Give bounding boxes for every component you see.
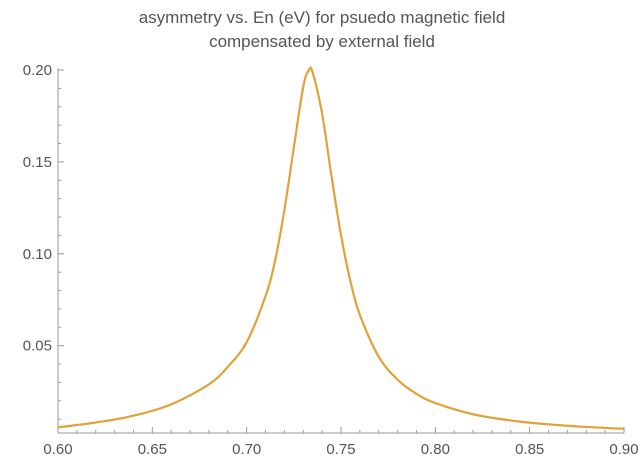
x-tick-label: 0.90 (609, 441, 638, 458)
x-tick-label: 0.60 (43, 441, 72, 458)
x-tick-label: 0.75 (326, 441, 355, 458)
y-tick-label: 0.05 (23, 338, 52, 355)
y-tick-label: 0.15 (23, 154, 52, 171)
x-tick-label: 0.85 (515, 441, 544, 458)
y-tick-label: 0.10 (23, 246, 52, 263)
y-tick-label: 0.20 (23, 62, 52, 79)
x-tick-label: 0.80 (421, 441, 450, 458)
series-line (57, 66, 625, 430)
x-tick-label: 0.65 (138, 441, 167, 458)
chart-title-line-2: compensated by external field (209, 32, 435, 51)
chart-title-line-1: asymmetry vs. En (eV) for psuedo magneti… (138, 8, 506, 27)
x-tick-label: 0.70 (232, 441, 261, 458)
